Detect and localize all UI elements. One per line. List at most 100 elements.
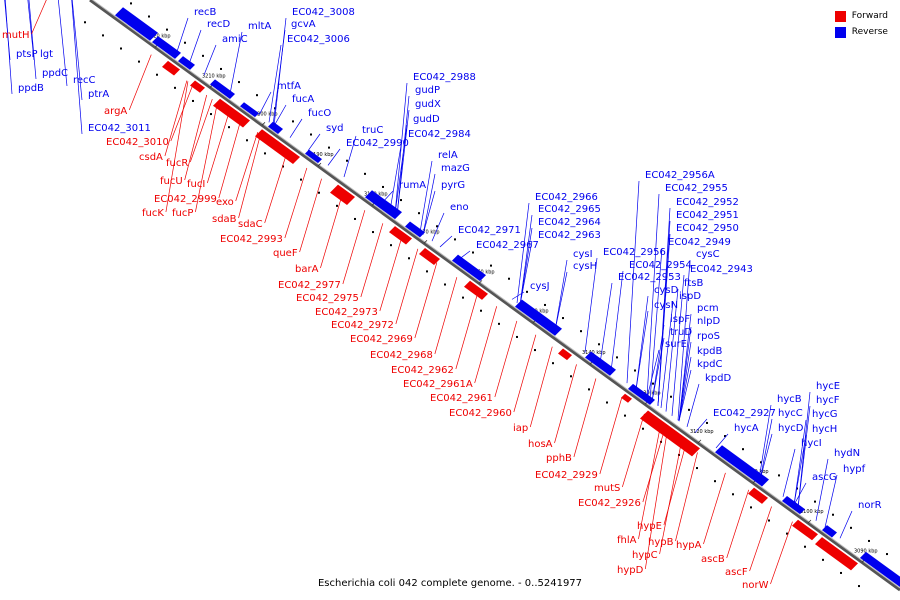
reverse-gene-block (240, 102, 259, 118)
small-feature (850, 526, 852, 529)
forward-gene-label: mutS (594, 483, 620, 494)
small-feature (220, 67, 222, 70)
small-feature (192, 99, 194, 102)
forward-gene-label: EC042_2969 (350, 334, 413, 345)
legend-forward-label: Forward (851, 11, 888, 21)
reverse-gene-block (585, 351, 616, 376)
forward-gene-label: EC042_3010 (106, 137, 169, 148)
forward-gene-label: EC042_2926 (578, 498, 641, 509)
forward-gene-label: exo (216, 197, 234, 208)
small-feature (580, 330, 582, 333)
reverse-leader-line (554, 271, 568, 331)
reverse-gene-label: hycE (816, 381, 840, 392)
small-feature (688, 408, 690, 411)
forward-gene-label: mutH (2, 30, 30, 41)
reverse-leader-line (457, 250, 471, 261)
small-feature (138, 60, 140, 63)
small-feature (724, 435, 726, 438)
forward-leader-line (703, 472, 726, 545)
reverse-gene-block (305, 149, 322, 164)
forward-gene-label: EC042_2960 (449, 408, 512, 419)
forward-leader-line (264, 153, 288, 224)
reverse-leader-line (519, 227, 533, 306)
reverse-leader-line (759, 418, 773, 481)
small-feature (570, 375, 572, 378)
forward-gene-block (621, 393, 632, 403)
reverse-gene-label: cysN (654, 300, 678, 311)
reverse-gene-block (782, 496, 805, 515)
small-feature (418, 212, 420, 215)
reverse-leader-line (380, 190, 394, 205)
reverse-leader-line (273, 104, 287, 127)
reverse-gene-label: hycD (778, 423, 804, 434)
reverse-gene-block (268, 121, 283, 134)
reverse-leader-line (272, 29, 286, 126)
reverse-gene-label: ftsB (684, 278, 703, 289)
forward-leader-line (675, 452, 698, 542)
forward-leader-line (31, 0, 47, 35)
forward-gene-label: fucR (166, 158, 188, 169)
reverse-gene-label: mtfA (277, 81, 301, 92)
forward-gene-label: fucU (160, 176, 183, 187)
forward-gene-label: EC042_2993 (220, 234, 283, 245)
reverse-gene-label: mltA (248, 21, 271, 32)
small-feature (382, 185, 384, 188)
forward-leader-line (599, 397, 623, 475)
forward-gene-label: EC042_2975 (296, 293, 359, 304)
tick-label: 3120 kbp (690, 429, 714, 435)
forward-gene-label: hypD (617, 565, 644, 576)
tick-mark (478, 280, 483, 284)
small-feature (400, 199, 402, 202)
reverse-leader-line (635, 295, 649, 390)
small-feature (598, 343, 600, 346)
small-feature (390, 244, 392, 247)
reverse-gene-label: hycA (734, 423, 759, 434)
forward-leader-line (474, 306, 498, 384)
forward-gene-block (640, 410, 700, 457)
reverse-gene-label: EC042_2964 (538, 217, 601, 228)
forward-gene-label: ascF (725, 567, 748, 578)
forward-gene-label: argA (104, 106, 127, 117)
forward-gene-block (389, 226, 412, 245)
tick-label: 3100 kbp (800, 509, 824, 515)
reverse-leader-line (27, 0, 35, 61)
reverse-leader-line (686, 383, 700, 427)
reverse-gene-block (115, 7, 158, 41)
reverse-leader-line (610, 270, 624, 372)
forward-gene-label: EC042_2972 (331, 320, 394, 331)
small-feature (264, 152, 266, 155)
reverse-gene-label: EC042_3006 (287, 34, 350, 45)
small-feature (256, 94, 258, 97)
forward-gene-label: hypE (637, 521, 662, 532)
reverse-leader-line (599, 282, 613, 364)
reverse-leader-line (758, 404, 772, 480)
small-feature (408, 257, 410, 260)
small-feature (498, 322, 500, 325)
reverse-gene-label: ascG (812, 472, 837, 483)
genome-axis (89, 0, 900, 592)
reverse-gene-label: lgt (40, 49, 53, 60)
reverse-gene-label: ppdB (18, 83, 44, 94)
reverse-gene-label: hycF (816, 395, 840, 406)
forward-gene-label: EC042_2929 (535, 470, 598, 481)
forward-leader-line (379, 237, 403, 312)
reverse-leader-line (797, 405, 811, 508)
forward-gene-label: fucK (142, 208, 164, 219)
reverse-gene-label: norR (858, 500, 882, 511)
small-feature (714, 480, 716, 483)
reverse-leader-line (307, 133, 321, 151)
reverse-leader-line (28, 0, 37, 80)
reverse-gene-label: EC042_2984 (408, 129, 471, 140)
small-feature (336, 204, 338, 207)
reverse-gene-label: cysJ (530, 281, 550, 292)
reverse-gene-label: hypf (843, 464, 866, 475)
small-feature (130, 2, 132, 5)
reverse-leader-line (793, 419, 807, 505)
reverse-gene-label: EC042_2956A (645, 170, 715, 181)
forward-leader-line (284, 167, 308, 239)
small-feature (318, 191, 320, 194)
reverse-leader-line (229, 31, 243, 95)
reverse-leader-line (678, 326, 692, 422)
forward-leader-line (128, 54, 152, 111)
small-feature (84, 21, 86, 24)
